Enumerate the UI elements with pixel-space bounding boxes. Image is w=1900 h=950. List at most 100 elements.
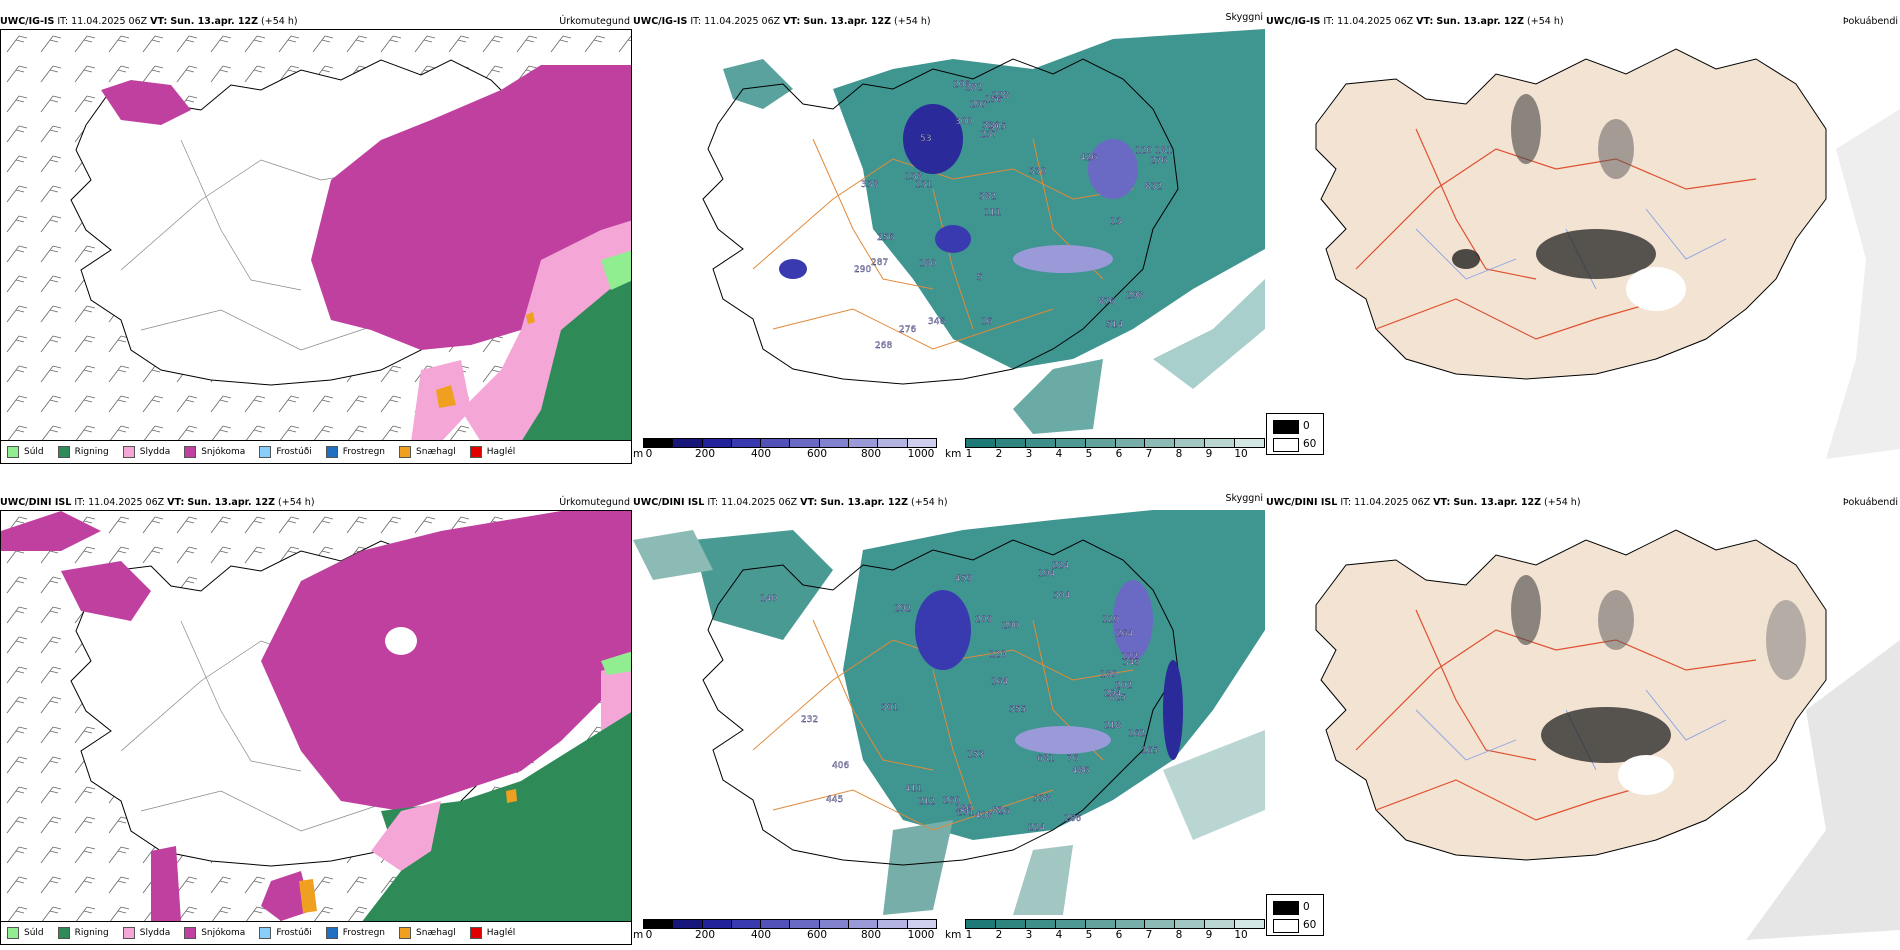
ceiling-unit: m: [633, 929, 644, 941]
ceiling-value-label: 206: [953, 80, 970, 90]
colorbar-segment: [761, 439, 791, 447]
ceiling-value-label: 426: [1080, 153, 1097, 163]
colorbar-segment: [819, 439, 850, 447]
visibility-tick: 3: [1025, 929, 1033, 941]
colorbar-segment: [966, 920, 996, 928]
colorbar-segment: [1115, 439, 1146, 447]
ceiling-value-label: 301: [881, 703, 898, 713]
colorbar-segment: [1025, 920, 1056, 928]
swatch: [184, 446, 197, 458]
ceiling-value-label: 408: [975, 811, 992, 821]
swatch: [184, 927, 197, 939]
visibility-unit: km: [945, 929, 962, 941]
ceiling-value-label: 122: [1121, 652, 1138, 662]
precip-map: Súld Rigning Slydda Snjókoma Frostúði Fr…: [0, 510, 632, 945]
legend-label: Snjókoma: [201, 928, 246, 938]
legend-item-drizzle: Súld: [7, 446, 44, 458]
precip-panel-row1: UWC/IG-IS IT: 11.04.2025 06Z VT: Sun. 13…: [0, 15, 632, 464]
panel-name: Úrkomutegund: [559, 497, 630, 508]
ceiling-value-label: 681: [1037, 754, 1054, 764]
precip-panel-row2: UWC/DINI ISL IT: 11.04.2025 06Z VT: Sun.…: [0, 496, 632, 945]
ceiling-value-label: 120: [989, 650, 1006, 660]
ceiling-value-label: 186: [955, 804, 972, 814]
ceiling-value-label: 162: [1128, 729, 1145, 739]
visibility-tick: 1: [965, 929, 973, 941]
fog-map-graphic: [1266, 29, 1900, 464]
legend-item-hail: Haglél: [469, 446, 516, 458]
panel-title: UWC/DINI ISL IT: 11.04.2025 06Z VT: Sun.…: [633, 497, 948, 508]
ceiling-value-label: 382: [979, 192, 996, 202]
swatch: [259, 927, 272, 939]
visibility-tick: 5: [1085, 448, 1093, 460]
ceiling-colorbar: m 0 200 400 600 800 1000: [633, 919, 939, 941]
colorbar-segment: [1235, 920, 1265, 928]
ceiling-value-label: 293: [970, 100, 987, 110]
ceiling-value-label: 304: [1053, 591, 1070, 601]
ceiling-value-label: 129: [1102, 615, 1119, 625]
cloud-map: 16 186 825 260 459 122 445 292 291 209 202 408 140 21…: [633, 510, 1265, 915]
ceiling-value-label: 286: [1064, 814, 1081, 824]
ceiling-value-label: 5: [977, 273, 983, 283]
visibility-colorbar: km 1 2 3 4 5 6 7 8 9 10: [945, 919, 1265, 941]
colorbar-segment: [1205, 439, 1236, 447]
ceiling-value-label: 876: [1098, 297, 1115, 307]
ceiling-value-label: 138: [905, 172, 922, 182]
colorbar-segment: [673, 920, 703, 928]
ceiling-tick: 200: [694, 448, 716, 460]
precip-legend: Súld Rigning Slydda Snjókoma Frostúði Fr…: [1, 440, 631, 463]
ceiling-value-label: 825: [1109, 693, 1126, 703]
ceiling-value-label: 290: [1002, 621, 1019, 631]
colorbar-segment: [1145, 920, 1176, 928]
visibility-tick: 1: [965, 448, 973, 460]
ceiling-value-label: 120: [1135, 146, 1152, 156]
fog-key: 0 60: [1266, 413, 1324, 455]
ceiling-labels-row1: 2281613853276324293426206876305330156131…: [854, 80, 1173, 351]
legend-item-hail: Haglél: [469, 927, 515, 939]
legend-label: Frostregn: [342, 928, 386, 938]
swatch: [325, 927, 338, 939]
colorbar-segment: [1205, 920, 1236, 928]
fog-key-dark: [1273, 420, 1299, 434]
panel-title: UWC/IG-IS IT: 11.04.2025 06Z VT: Sun. 13…: [0, 16, 298, 27]
ceiling-tick: 400: [750, 929, 772, 941]
fog-map: [1266, 29, 1900, 464]
colorbar-segment: [731, 920, 762, 928]
colorbar-segment: [1175, 920, 1206, 928]
legend-item-snow: Snjókoma: [184, 446, 245, 458]
ceiling-value-label: 305: [989, 122, 1006, 132]
visibility-tick: 10: [1234, 448, 1248, 460]
fog-key-light: [1273, 919, 1299, 933]
legend-item-freezing-drizzle: Frostúði: [259, 927, 312, 939]
ceiling-value-label: 355: [1009, 705, 1026, 715]
fog-key-label: 60: [1303, 919, 1317, 931]
ceiling-tick: 200: [694, 929, 716, 941]
legend-label: Frostúði: [276, 928, 312, 938]
fog-map-graphic: [1266, 510, 1900, 945]
legend-item-snow-pellets: Snæhagl: [399, 927, 456, 939]
ceiling-value-label: 202: [1115, 681, 1132, 691]
fog-key: 0 60: [1266, 894, 1324, 936]
legend-item-drizzle: Súld: [7, 927, 44, 939]
ceiling-value-label: 140: [760, 594, 777, 604]
colorbar-segment: [644, 920, 674, 928]
fog-panel-row2: UWC/DINI ISL IT: 11.04.2025 06Z VT: Sun.…: [1266, 496, 1900, 945]
legend-label: Frostregn: [342, 447, 386, 457]
ceiling-value-label: 300: [955, 117, 972, 127]
ceiling-value-label: 237: [980, 130, 997, 140]
swatch: [399, 446, 412, 458]
panel-title: UWC/IG-IS IT: 11.04.2025 06Z VT: Sun. 13…: [1266, 16, 1564, 27]
ceiling-value-label: 276: [1150, 156, 1167, 166]
legend-label: Haglél: [486, 447, 516, 457]
colorbar-segment: [1175, 439, 1206, 447]
ceiling-value-label: 290: [854, 265, 871, 275]
ceiling-value-label: 324: [982, 121, 999, 131]
precip-map-graphic: [1, 30, 631, 442]
ceiling-value-label: 156: [985, 95, 1002, 105]
ceiling-labels-row2: 16 186 825 260 459 122 445 292 291 209 202 408 140 21…: [760, 561, 1159, 833]
ceiling-tick: 0: [645, 929, 653, 941]
ceiling-value-label: 212: [918, 797, 935, 807]
panel-name: Úrkomutegund: [559, 16, 630, 27]
visibility-tick: 6: [1115, 448, 1123, 460]
ceiling-value-label: 287: [871, 258, 888, 268]
ceiling-colorbar: m 0 200 400 600 800 1000: [633, 438, 939, 460]
